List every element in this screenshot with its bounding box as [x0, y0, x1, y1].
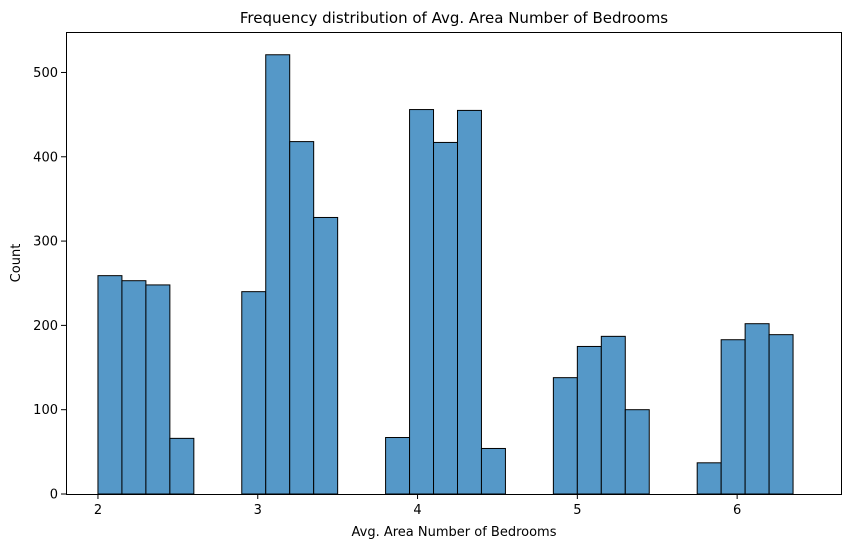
- histogram-bar: [433, 141, 458, 495]
- histogram-bar: [121, 280, 147, 495]
- x-tick-label: 2: [94, 503, 102, 518]
- histogram-bar: [600, 335, 626, 495]
- y-tick-label: 200: [33, 319, 58, 334]
- x-axis-ticks: 2 3 4 5 6: [94, 494, 741, 518]
- histogram-bar: [385, 437, 411, 495]
- y-axis-title: Count: [9, 244, 24, 283]
- chart-title: Frequency distribution of Avg. Area Numb…: [240, 9, 668, 27]
- bars-group: [97, 54, 794, 495]
- y-tick-label: 100: [33, 403, 58, 418]
- y-tick-label: 400: [33, 150, 58, 165]
- histogram-bar: [624, 409, 650, 495]
- histogram-bar: [409, 109, 435, 495]
- histogram-bar: [241, 291, 267, 495]
- histogram-bar: [456, 109, 482, 495]
- x-tick-label: 4: [413, 503, 421, 518]
- histogram-bar: [696, 462, 722, 495]
- histogram-bar: [313, 216, 339, 495]
- histogram-bar: [768, 334, 794, 495]
- histogram-bar: [289, 141, 315, 495]
- x-tick-label: 6: [733, 503, 741, 518]
- x-tick-label: 3: [254, 503, 262, 518]
- histogram-bar: [480, 447, 506, 495]
- x-axis-title: Avg. Area Number of Bedrooms: [352, 525, 557, 540]
- histogram-bar: [576, 345, 602, 495]
- histogram-bar: [145, 284, 171, 495]
- histogram-bar: [552, 377, 578, 495]
- y-tick-label: 300: [33, 235, 58, 250]
- y-tick-label: 0: [50, 488, 58, 503]
- plot-frame: [66, 32, 842, 495]
- x-tick-label: 5: [573, 503, 581, 518]
- histogram-bar: [97, 275, 123, 495]
- histogram-bar: [265, 54, 291, 495]
- histogram-bar: [169, 437, 195, 495]
- y-axis-ticks: 0 100 200 300 400 500: [33, 66, 66, 503]
- histogram-bar: [744, 323, 770, 495]
- histogram-bar: [720, 339, 746, 495]
- y-tick-label: 500: [33, 66, 58, 81]
